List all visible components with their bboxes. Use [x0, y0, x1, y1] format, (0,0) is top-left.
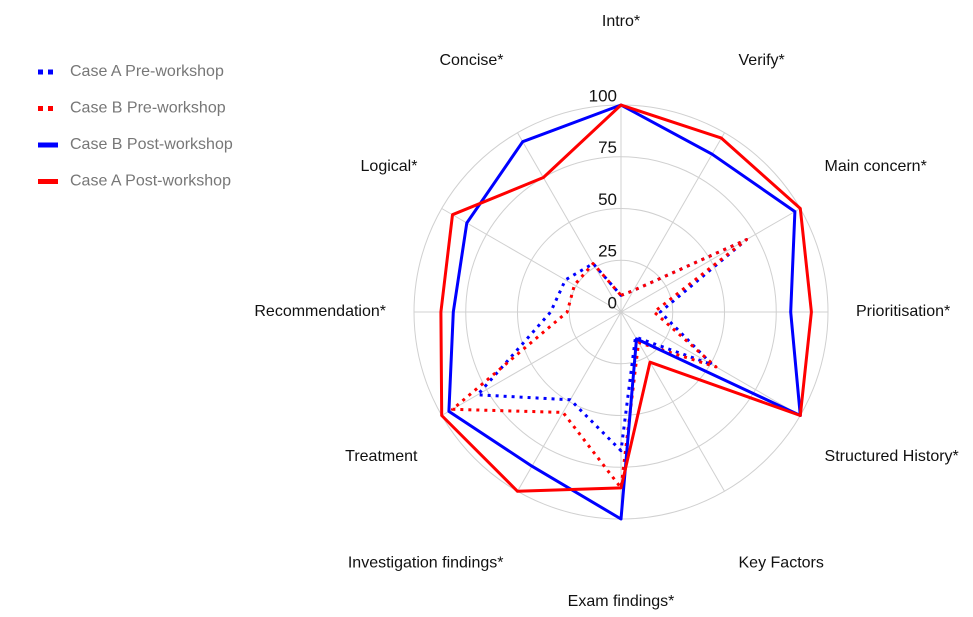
spoke [620, 208, 801, 313]
legend-label: Case B Pre-workshop [70, 100, 226, 117]
category-label: Structured History* [825, 448, 959, 465]
r-tick-label: 0 [608, 293, 617, 312]
category-label: Logical* [361, 158, 418, 175]
legend-label: Case B Post-workshop [70, 136, 233, 153]
category-label: Verify* [739, 52, 785, 69]
series-line [451, 238, 748, 490]
category-label: Concise* [439, 52, 503, 69]
spoke [441, 311, 622, 416]
series-line [447, 103, 802, 521]
series-line [439, 103, 813, 493]
category-label: Main concern* [825, 158, 927, 175]
category-label: Investigation findings* [348, 554, 504, 571]
spoke [517, 132, 622, 313]
r-tick-label: 75 [598, 138, 617, 157]
legend-label: Case A Post-workshop [70, 173, 231, 190]
category-label: Exam findings* [568, 593, 675, 610]
r-tick-label: 100 [589, 86, 617, 105]
category-label: Prioritisation* [856, 303, 950, 320]
category-label: Treatment [345, 448, 418, 465]
legend-label: Case A Pre-workshop [70, 63, 224, 80]
spoke [441, 208, 622, 313]
spoke [517, 311, 622, 492]
r-tick-label: 50 [598, 190, 617, 209]
category-label: Recommendation* [254, 303, 386, 320]
r-tick-label: 25 [598, 242, 617, 261]
category-label: Key Factors [739, 554, 824, 571]
spoke [620, 132, 725, 313]
series-line [476, 238, 748, 453]
category-label: Intro* [602, 13, 640, 30]
